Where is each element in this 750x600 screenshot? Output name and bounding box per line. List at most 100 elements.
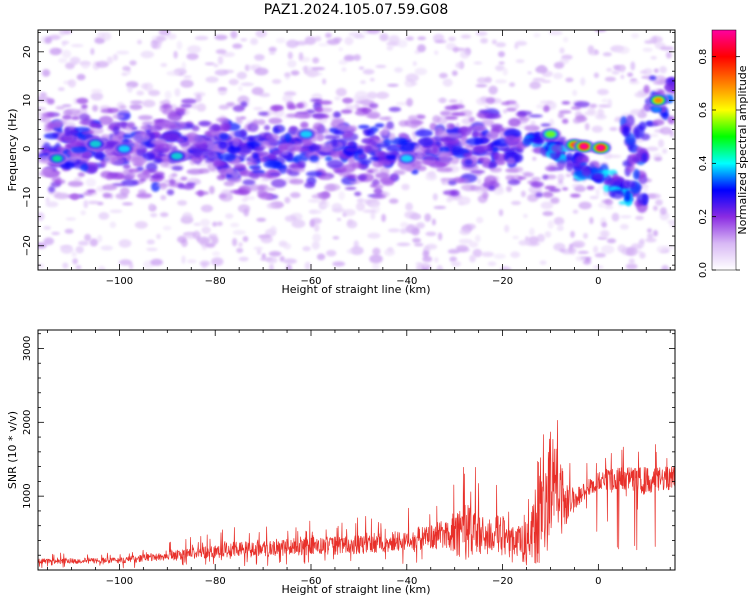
- spectrogram-cell: [606, 67, 613, 72]
- spectrogram-cell: [587, 107, 596, 115]
- colorbar-bar: [712, 30, 736, 270]
- spectrogram-cell: [589, 195, 599, 200]
- spectrogram-cell: [653, 68, 659, 74]
- spectrogram-cell: [369, 254, 383, 264]
- spectrogram-cell: [342, 163, 356, 173]
- spectrogram-cell: [529, 81, 541, 90]
- snr-x-label: Height of straight line (km): [281, 583, 430, 596]
- spectrogram-cell: [349, 181, 359, 185]
- spectrogram-cell: [44, 36, 53, 44]
- colorbar-tick-label: 0.0: [698, 262, 709, 278]
- spectrogram-cell: [487, 261, 497, 267]
- spectrogram-cell: [204, 157, 216, 164]
- spectrogram-cell: [123, 133, 133, 139]
- spectrogram-cell: [90, 92, 104, 101]
- spectrogram-cell: [355, 202, 366, 212]
- spectrogram-cell: [212, 251, 221, 256]
- spectrogram-cell: [645, 237, 657, 243]
- spectrogram-cell: [296, 102, 305, 109]
- spectrogram-cell: [316, 133, 325, 142]
- spectrogram-cell: [74, 177, 82, 181]
- spectrogram-cell: [506, 107, 517, 112]
- spectrogram-cell: [485, 97, 496, 104]
- colorbar-tick-label: 0.2: [698, 209, 709, 225]
- spectrogram-cell: [223, 69, 235, 74]
- spectrogram-cell: [65, 217, 77, 221]
- spectrogram-cell: [603, 169, 612, 174]
- spectrogram-cell: [266, 256, 278, 264]
- spectrogram-cell: [42, 116, 51, 124]
- spectrogram-cell: [353, 103, 360, 109]
- spectrogram-peak: [118, 145, 131, 153]
- spectrogram-cell: [622, 126, 629, 137]
- spectrogram-cell: [382, 180, 394, 186]
- spectrogram-cell: [98, 212, 110, 220]
- spectrogram-cell: [574, 101, 590, 108]
- spectrogram-cell: [478, 109, 487, 114]
- spectrogram-cell: [38, 138, 47, 144]
- spectrogram-cell: [211, 257, 224, 266]
- spectrogram-cell: [448, 36, 456, 42]
- spectrogram-cell: [400, 221, 409, 228]
- spectrogram-cell: [313, 122, 323, 131]
- spectrogram-cell: [251, 166, 261, 171]
- spectrogram-cell: [255, 30, 267, 38]
- spectrogram-cell: [455, 62, 465, 69]
- spectrogram-cell: [39, 155, 49, 164]
- spectrogram-cell: [604, 205, 614, 210]
- spectrogram-cell: [594, 252, 606, 258]
- spectrogram-cell: [56, 146, 65, 152]
- spectrogram-cell: [283, 258, 297, 265]
- spectrogram-cell: [338, 47, 343, 52]
- spectrogram-cell: [632, 168, 640, 181]
- spectrogram-peak: [52, 155, 63, 162]
- spectrogram-cell: [593, 245, 599, 254]
- spectrogram-cell: [151, 181, 160, 192]
- spectrogram-cell: [666, 77, 675, 84]
- spectrogram-cell: [362, 69, 375, 75]
- spectrogram-cell: [136, 172, 151, 180]
- spectrogram-cell: [495, 42, 507, 48]
- spectrogram-cell: [200, 218, 211, 227]
- spectrogram-cell: [100, 108, 114, 114]
- spectrogram-cell: [240, 129, 247, 138]
- spectrogram-cell: [451, 261, 462, 267]
- spectrogram-cell: [148, 89, 161, 97]
- spectrogram-cell: [451, 70, 458, 76]
- spectrogram-cell: [105, 174, 113, 181]
- spectrogram-cell: [466, 113, 472, 118]
- spectrogram-cell: [365, 114, 378, 118]
- spectrogram-cell: [311, 67, 325, 71]
- spectrogram-cell: [80, 60, 91, 69]
- spectrogram-cell: [588, 49, 600, 56]
- spectrogram-cell: [311, 241, 320, 250]
- spectrogram-cell: [258, 111, 269, 116]
- spectrogram-cell: [356, 198, 365, 204]
- y-tick-label: 10: [22, 94, 33, 107]
- spectrogram-cell: [180, 103, 193, 109]
- spectrogram-cell: [432, 193, 438, 201]
- spectrogram-cell: [217, 87, 228, 91]
- spectrogram-cell: [76, 97, 89, 105]
- spectrogram-cell: [558, 222, 563, 230]
- spectrogram-cell: [49, 47, 62, 56]
- spectrogram-cell: [177, 235, 187, 244]
- spectrogram-cell: [291, 219, 306, 229]
- spectrogram-cell: [213, 160, 226, 168]
- spectrogram-cell: [589, 217, 594, 225]
- spectrogram-cell: [205, 76, 219, 83]
- spectrogram-cell: [348, 32, 363, 37]
- snr-axes: −100 −80 −60 −40 −20 0 1000 2000 3000: [22, 330, 675, 587]
- spectrogram-cell: [593, 72, 600, 79]
- spectrogram-cell: [305, 171, 324, 177]
- spectrogram-cell: [191, 104, 199, 110]
- spectrogram-cell: [508, 117, 521, 127]
- spectrogram-cell: [156, 233, 161, 240]
- spectrogram-cell: [194, 191, 209, 196]
- spectrogram-cell: [363, 199, 378, 203]
- spectrogram-cell: [228, 78, 239, 86]
- spectrogram-cell: [601, 230, 609, 238]
- spectrogram-cell: [62, 49, 72, 59]
- spectrogram-cell: [446, 123, 455, 130]
- spectrogram-cell: [69, 140, 82, 147]
